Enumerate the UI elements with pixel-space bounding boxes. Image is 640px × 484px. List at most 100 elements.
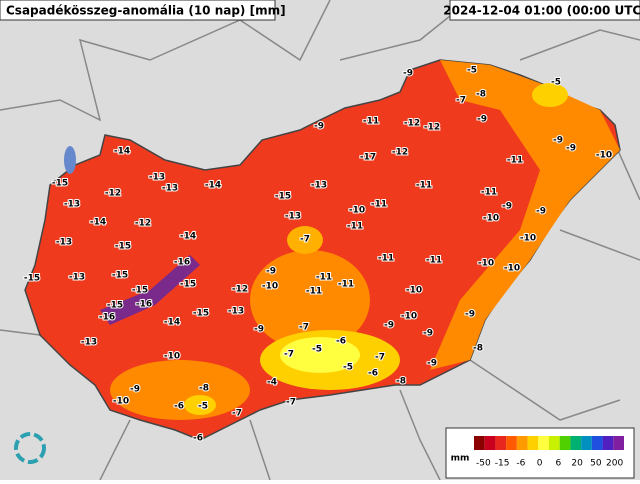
- station-value: -11: [426, 256, 442, 266]
- timestamp: 2024-12-04 01:00 (00:00 UTC): [443, 4, 640, 18]
- station-value: -8: [476, 90, 486, 100]
- legend-tick-label: -15: [495, 459, 510, 469]
- station-value: -15: [112, 271, 128, 281]
- station-value: -9: [254, 325, 264, 335]
- station-value: -17: [360, 153, 376, 163]
- station-value: -7: [286, 398, 296, 408]
- station-value: -10: [478, 259, 494, 269]
- station-value: -9: [465, 310, 475, 320]
- station-value: -9: [384, 321, 394, 331]
- station-value: -10: [262, 282, 278, 292]
- station-value: -12: [232, 285, 248, 295]
- legend-tick-label: -50: [476, 459, 491, 469]
- station-value: -7: [456, 96, 466, 106]
- legend-swatch: [506, 436, 517, 450]
- station-value: -5: [343, 363, 353, 373]
- legend-swatch: [474, 436, 485, 450]
- station-value: -10: [401, 312, 417, 322]
- station-value: -11: [338, 280, 354, 290]
- station-value: -13: [285, 212, 301, 222]
- station-value: -11: [378, 254, 394, 264]
- legend-swatch: [549, 436, 560, 450]
- station-value: -16: [174, 258, 190, 268]
- legend-swatch: [581, 436, 592, 450]
- legend-swatch: [591, 436, 603, 450]
- legend-unit: mm: [451, 454, 470, 464]
- station-value: -8: [396, 377, 406, 387]
- station-value: -9: [130, 385, 140, 395]
- legend-tick-label: 6: [556, 459, 562, 469]
- station-value: -6: [368, 369, 378, 379]
- station-value: -15: [24, 274, 40, 284]
- station-value: -7: [299, 323, 309, 333]
- station-value: -11: [481, 188, 497, 198]
- station-value: -15: [52, 179, 68, 189]
- station-value: -9: [566, 144, 576, 154]
- station-value: -12: [404, 119, 420, 129]
- station-value: -10: [504, 264, 520, 274]
- station-value: -14: [90, 218, 106, 228]
- legend: mm -50 -15 -6 0 6 20 50 200: [445, 427, 635, 479]
- station-value: -5: [551, 78, 561, 88]
- station-value: -13: [64, 200, 80, 210]
- legend-swatch: [527, 436, 539, 450]
- station-value: -15: [275, 192, 291, 202]
- station-value: -13: [162, 184, 178, 194]
- station-value: -10: [406, 286, 422, 296]
- station-value: -12: [392, 148, 408, 158]
- station-value: -10: [483, 214, 499, 224]
- station-value: -11: [416, 181, 432, 191]
- station-value: -7: [284, 350, 294, 360]
- station-value: -14: [114, 147, 130, 157]
- station-value: -8: [473, 344, 483, 354]
- station-value: -10: [113, 397, 129, 407]
- logo: [14, 432, 46, 464]
- station-value: -12: [424, 123, 440, 133]
- station-value: -9: [427, 359, 437, 369]
- station-value: -10: [164, 352, 180, 362]
- station-value: -15: [180, 280, 196, 290]
- legend-swatch: [613, 436, 624, 450]
- station-value: -9: [266, 267, 276, 277]
- station-value: -8: [199, 384, 209, 394]
- legend-swatch: [570, 436, 582, 450]
- station-value: -5: [198, 402, 208, 412]
- station-value: -11: [316, 273, 332, 283]
- station-value: -15: [132, 286, 148, 296]
- station-value: -6: [174, 402, 184, 412]
- legend-swatch: [538, 436, 549, 450]
- station-value: -9: [553, 136, 563, 146]
- station-value: -11: [347, 222, 363, 232]
- station-value: -9: [536, 207, 546, 217]
- station-value: -9: [314, 122, 324, 132]
- station-value: -9: [477, 115, 487, 125]
- station-value: -5: [312, 345, 322, 355]
- station-value: -10: [520, 234, 536, 244]
- title: Csapadékösszeg-anomália (10 nap) [mm]: [6, 4, 286, 18]
- anomaly-zones: [64, 60, 620, 420]
- station-value: -11: [306, 287, 322, 297]
- station-value: -13: [81, 338, 97, 348]
- station-value: -5: [467, 66, 477, 76]
- station-value: -13: [149, 173, 165, 183]
- station-value: -4: [267, 378, 277, 388]
- station-value: -11: [363, 117, 379, 127]
- legend-swatch: [495, 436, 507, 450]
- legend-swatch: [602, 436, 614, 450]
- station-value: -9: [403, 69, 413, 79]
- station-value: -13: [69, 273, 85, 283]
- station-value: -13: [228, 307, 244, 317]
- station-value: -7: [375, 353, 385, 363]
- station-value: -9: [423, 329, 433, 339]
- station-value: -10: [349, 206, 365, 216]
- station-value: -9: [502, 202, 512, 212]
- legend-swatch: [559, 436, 571, 450]
- station-value: -7: [300, 235, 310, 245]
- legend-tick-label: 20: [571, 459, 583, 469]
- station-value: -6: [193, 434, 203, 444]
- station-value: -15: [115, 242, 131, 252]
- legend-tick-label: 50: [590, 459, 602, 469]
- station-value: -12: [105, 189, 121, 199]
- legend-tick-label: 0: [537, 459, 543, 469]
